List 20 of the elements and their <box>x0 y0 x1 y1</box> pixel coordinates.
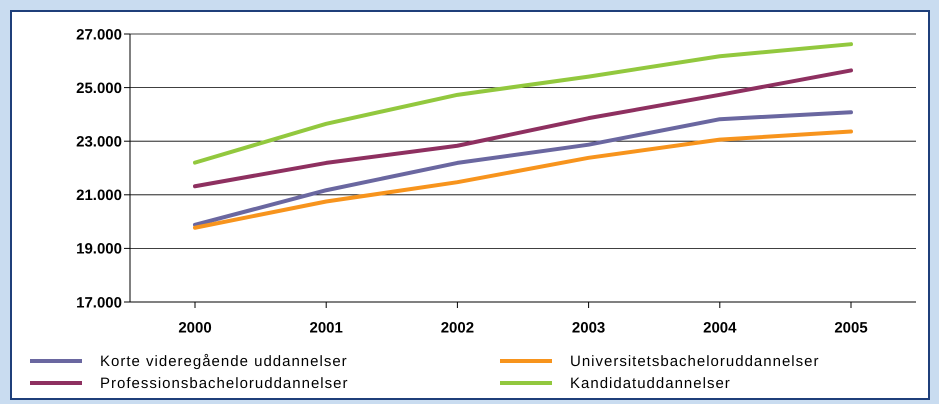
legend-label: Professionsbacheloruddannelser <box>100 374 348 392</box>
line-series <box>193 68 853 188</box>
y-tick-label: 23.000 <box>76 134 122 151</box>
y-tick-label: 17.000 <box>76 294 122 312</box>
x-tick-label: 2003 <box>572 320 606 337</box>
line-series <box>193 110 853 227</box>
y-tick-label: 21.000 <box>76 187 122 204</box>
y-tick-label: 25.000 <box>76 80 122 97</box>
line-series <box>193 130 853 230</box>
x-tick-label: 2000 <box>178 320 212 337</box>
line-series <box>193 42 853 165</box>
legend-label: Universitetsbacheloruddannelser <box>570 352 820 370</box>
x-tick-label: 2002 <box>440 320 474 337</box>
legend-label: Kandidatuddannelser <box>570 374 731 392</box>
x-tick-label: 2004 <box>703 320 738 337</box>
x-tick-label: 2005 <box>834 320 868 337</box>
x-tick-label: 2001 <box>310 320 343 337</box>
legend-label: Korte videregående uddannelser <box>100 352 348 370</box>
y-tick-label: 27.000 <box>76 26 122 44</box>
y-tick-label: 19.000 <box>76 240 122 258</box>
